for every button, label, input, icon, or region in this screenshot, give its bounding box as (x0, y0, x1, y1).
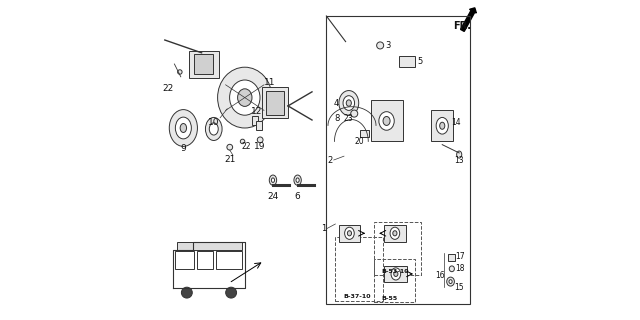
Bar (196, 251, 213, 269)
Text: 23: 23 (343, 114, 353, 123)
Ellipse shape (457, 151, 462, 158)
Bar (360, 130, 369, 137)
Text: 8: 8 (334, 114, 339, 123)
Text: 3: 3 (385, 41, 391, 50)
Circle shape (178, 70, 182, 74)
Ellipse shape (391, 268, 401, 280)
Bar (384, 225, 406, 242)
Ellipse shape (218, 67, 272, 128)
Bar (374, 259, 415, 302)
Ellipse shape (348, 231, 351, 236)
Circle shape (376, 42, 383, 49)
FancyArrow shape (461, 8, 476, 31)
Text: 14: 14 (451, 118, 461, 127)
Ellipse shape (379, 112, 394, 130)
Bar (189, 51, 219, 78)
Ellipse shape (383, 116, 390, 125)
Text: 17: 17 (455, 252, 465, 261)
Text: 5: 5 (417, 57, 422, 66)
Ellipse shape (209, 123, 218, 135)
Text: 2: 2 (328, 156, 333, 164)
Ellipse shape (294, 175, 301, 185)
Bar (193, 54, 212, 74)
Ellipse shape (271, 178, 275, 182)
Ellipse shape (394, 271, 398, 276)
Bar (326, 16, 470, 304)
Text: 22: 22 (241, 142, 250, 151)
Text: 12: 12 (252, 107, 262, 116)
Ellipse shape (390, 227, 399, 239)
Text: 6: 6 (295, 192, 300, 201)
Ellipse shape (393, 231, 397, 236)
Ellipse shape (440, 122, 445, 129)
Text: 24: 24 (268, 192, 278, 201)
Text: 18: 18 (456, 264, 465, 273)
Text: 16: 16 (435, 271, 445, 280)
Ellipse shape (269, 175, 276, 185)
Circle shape (181, 287, 192, 298)
Text: FR.: FR. (453, 21, 471, 31)
Ellipse shape (180, 124, 187, 132)
Ellipse shape (230, 80, 260, 115)
Ellipse shape (339, 91, 358, 116)
Text: 21: 21 (224, 155, 236, 164)
Bar (216, 251, 242, 269)
Ellipse shape (205, 117, 222, 140)
Circle shape (226, 287, 237, 298)
Bar (175, 251, 194, 269)
Bar (374, 222, 421, 275)
Text: 1: 1 (321, 224, 326, 233)
Bar (384, 266, 408, 282)
Bar (256, 121, 262, 130)
Bar (262, 87, 288, 118)
Ellipse shape (449, 280, 452, 284)
Bar (177, 242, 242, 250)
Circle shape (227, 144, 233, 150)
Text: 10: 10 (208, 118, 220, 127)
Text: 22: 22 (163, 84, 173, 92)
Text: 13: 13 (454, 156, 464, 165)
Ellipse shape (344, 227, 355, 239)
Bar (371, 100, 403, 141)
Text: 11: 11 (264, 78, 275, 87)
Text: 19: 19 (255, 142, 266, 151)
Ellipse shape (343, 96, 355, 110)
Bar (399, 56, 415, 67)
Bar (339, 225, 360, 242)
Bar (431, 110, 453, 141)
Ellipse shape (449, 266, 454, 272)
Text: 9: 9 (180, 144, 186, 153)
Circle shape (351, 110, 358, 117)
Text: 20: 20 (354, 137, 364, 146)
Text: 15: 15 (454, 283, 464, 292)
Text: B-55: B-55 (381, 296, 398, 301)
Text: B-37-10: B-37-10 (343, 294, 371, 299)
Ellipse shape (346, 100, 351, 106)
Bar (448, 254, 455, 261)
Ellipse shape (170, 109, 197, 147)
Ellipse shape (447, 277, 454, 286)
Bar (266, 91, 284, 115)
Circle shape (257, 137, 263, 143)
Ellipse shape (296, 178, 300, 182)
Text: B-53-10: B-53-10 (381, 269, 409, 274)
Text: 4: 4 (334, 99, 339, 108)
Ellipse shape (175, 117, 191, 139)
Ellipse shape (436, 117, 448, 134)
Bar (335, 237, 383, 301)
Bar (252, 116, 257, 125)
Circle shape (240, 139, 245, 144)
Ellipse shape (237, 89, 252, 107)
